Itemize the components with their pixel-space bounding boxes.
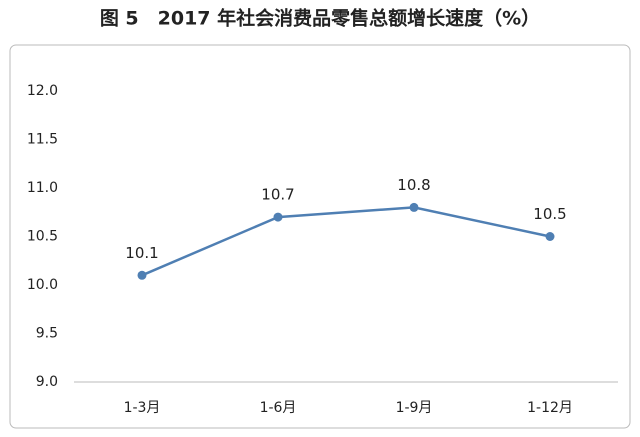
data-label: 10.1 [125,244,158,262]
chart-title: 图 5 2017 年社会消费品零售总额增长速度（%） [100,7,540,30]
data-label: 10.8 [397,176,430,194]
data-point [137,270,147,280]
x-tick-label: 1-6月 [260,400,297,416]
y-tick-label: 9.5 [36,326,58,342]
x-tick-label: 1-3月 [124,400,161,416]
x-tick-label: 1-9月 [396,400,433,416]
y-tick-label: 11.0 [27,180,58,196]
data-point [273,212,283,222]
y-tick-label: 11.5 [27,132,58,148]
series-line [141,206,551,277]
chart-frame [9,44,631,429]
data-point [409,202,419,212]
data-label: 10.5 [533,205,566,223]
y-tick-label: 12.0 [27,83,58,99]
data-point [545,232,555,241]
x-tick-label: 1-12月 [527,400,573,416]
data-label: 10.7 [261,186,294,204]
y-tick-label: 9.0 [36,374,58,390]
y-tick-label: 10.0 [27,277,58,293]
y-tick-label: 10.5 [27,229,58,245]
